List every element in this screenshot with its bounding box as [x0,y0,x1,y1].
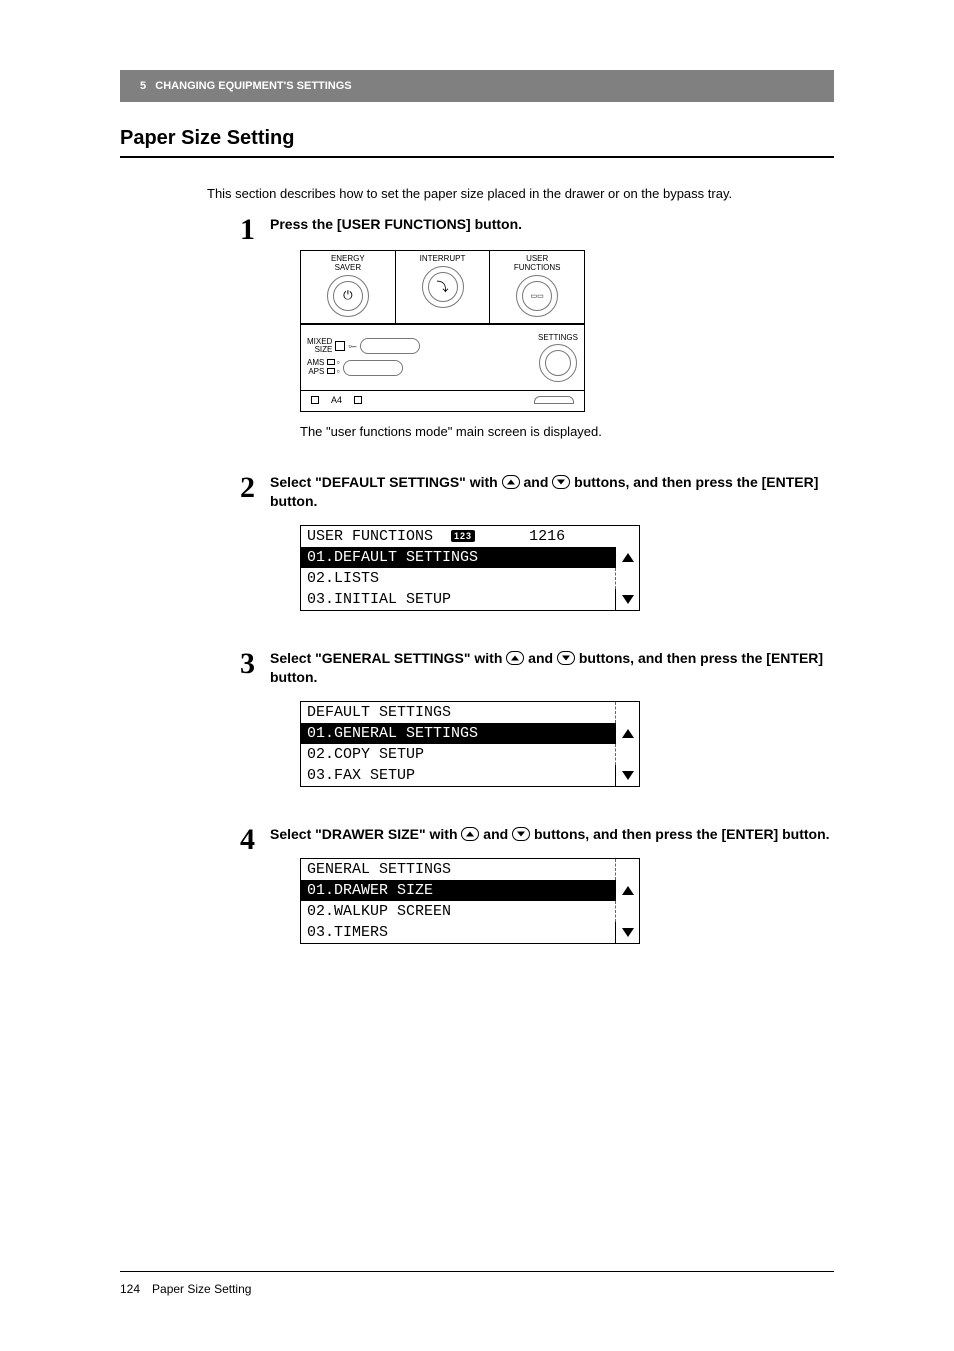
lcd-down-arrow-icon [622,771,634,780]
lcd-down-arrow-icon [622,928,634,937]
interrupt-button: INTERRUPT ⤵ [396,251,491,323]
mixed-size-icon [335,341,345,351]
lcd-step-2: USER FUNCTIONS 123 1216 01.DEFAULT SETTI… [300,525,640,611]
page-footer: 124 Paper Size Setting [120,1271,834,1296]
lcd3-row-2: 02.COPY SETUP [301,744,615,765]
step-1-text: Press the [USER FUNCTIONS] button. [270,216,522,232]
mixed-size-pill [360,338,420,354]
step-4: 4 Select "DRAWER SIZE" with and buttons,… [240,825,834,972]
step-3-number: 3 [240,649,270,815]
down-button-icon [552,475,570,489]
ams-label: AMS [307,358,324,367]
step-1-number: 1 [240,215,270,463]
step-4-number: 4 [240,825,270,972]
lcd2-row-selected: 01.DEFAULT SETTINGS [301,547,615,568]
step-1-caption: The "user functions mode" main screen is… [300,424,834,439]
down-button-icon [557,651,575,665]
intro-text: This section describes how to set the pa… [207,186,834,201]
step-2-text: Select "DEFAULT SETTINGS" with and butto… [270,474,818,509]
lcd2-row-2: 02.LISTS [301,568,615,589]
step-2: 2 Select "DEFAULT SETTINGS" with and but… [240,473,834,639]
up-button-icon [461,827,479,841]
badge-123-icon: 123 [451,530,475,542]
step-3-text: Select "GENERAL SETTINGS" with and butto… [270,650,823,685]
aps-label: APS [308,367,324,376]
page-number: 124 [120,1282,140,1296]
lcd-down-arrow-icon [622,595,634,604]
chapter-num: 5 [140,80,146,92]
up-button-icon [502,475,520,489]
lcd-step-3: DEFAULT SETTINGS 01.GENERAL SETTINGS 02.… [300,701,640,787]
lcd-step-4: GENERAL SETTINGS 01.DRAWER SIZE 02.WALKU… [300,858,640,944]
lcd-up-arrow-icon [622,886,634,895]
lcd3-row-3: 03.FAX SETUP [301,765,615,786]
step-4-text: Select "DRAWER SIZE" with and buttons, a… [270,826,830,842]
lcd3-row-selected: 01.GENERAL SETTINGS [301,723,615,744]
step-1: 1 Press the [USER FUNCTIONS] button. ENE… [240,215,834,463]
lcd4-row-3: 03.TIMERS [301,922,615,943]
settings-label: SETTINGS [538,333,578,342]
footer-title: Paper Size Setting [152,1282,251,1296]
down-button-icon [512,827,530,841]
panel-bottom: A4 [301,390,584,411]
lcd3-title: DEFAULT SETTINGS [301,702,615,723]
step-2-number: 2 [240,473,270,639]
control-panel-illustration: ENERGY SAVER ⏻ INTERRUPT ⤵ USER FUNCTION… [300,250,585,412]
step-3: 3 Select "GENERAL SETTINGS" with and but… [240,649,834,815]
energy-saver-button: ENERGY SAVER ⏻ [301,251,396,323]
lcd2-row-3: 03.INITIAL SETUP [301,589,615,610]
mixed-size-label: MIXED SIZE [307,338,332,356]
lcd4-row-selected: 01.DRAWER SIZE [301,880,615,901]
ams-aps-pill [343,360,403,376]
page-heading: Paper Size Setting [120,127,834,150]
lcd-up-arrow-icon [622,553,634,562]
heading-row: Paper Size Setting [120,127,834,158]
settings-button [539,344,577,382]
lcd4-title: GENERAL SETTINGS [301,859,615,880]
lcd4-row-2: 02.WALKUP SCREEN [301,901,615,922]
user-functions-button: USER FUNCTIONS ▭▭ [490,251,584,323]
ams-icon [327,359,335,365]
chapter-bar: 5 CHANGING EQUIPMENT'S SETTINGS [120,70,834,102]
lcd-up-arrow-icon [622,729,634,738]
chapter-title: CHANGING EQUIPMENT'S SETTINGS [155,80,351,92]
aps-icon [327,368,335,374]
up-button-icon [506,651,524,665]
